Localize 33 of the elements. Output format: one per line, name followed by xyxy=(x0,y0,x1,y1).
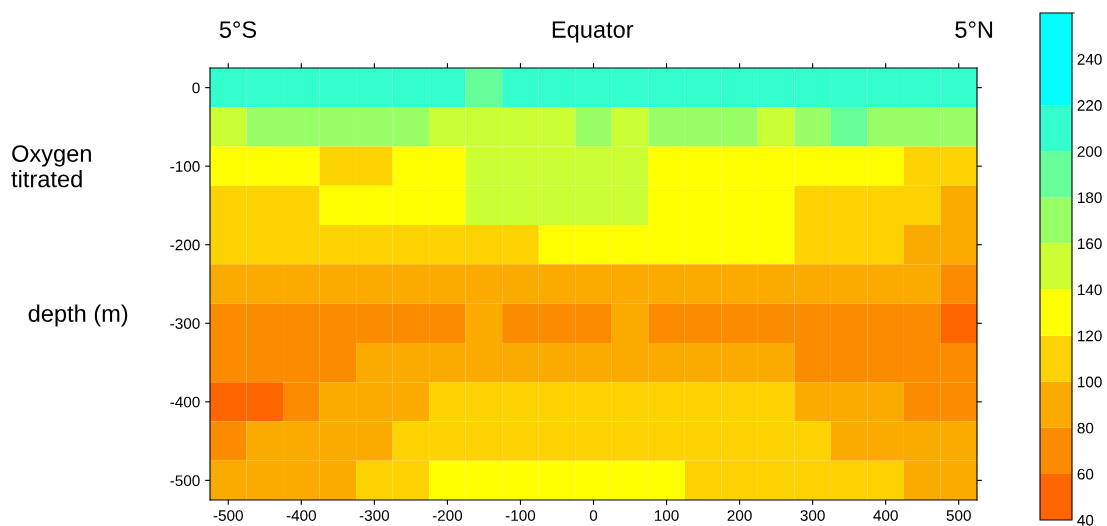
color-bar-label: 60 xyxy=(1077,468,1094,480)
x-tick-label: -300 xyxy=(359,510,390,521)
text: 5°N xyxy=(955,21,993,38)
color-bar-label: 160 xyxy=(1078,238,1102,250)
x-tick-label: 500 xyxy=(946,510,971,521)
y-tick-label: 0 xyxy=(192,82,200,94)
y-tick-label: -500 xyxy=(170,475,200,487)
text: Equator xyxy=(552,21,634,43)
color-bar-label: 40 xyxy=(1077,514,1094,526)
color-bar-label: 120 xyxy=(1078,330,1102,342)
x-tick-label: -100 xyxy=(505,510,536,521)
color-bar-label: 240 xyxy=(1077,53,1102,65)
x-tick-label: -400 xyxy=(286,510,316,521)
y-tick-label: -300 xyxy=(170,318,200,329)
color-bar-label: 180 xyxy=(1078,192,1102,204)
y-tick-label: -400 xyxy=(170,396,200,408)
text: 5°S xyxy=(219,21,257,38)
x-tick-label: 200 xyxy=(727,510,752,521)
color-bar-label: 80 xyxy=(1077,422,1094,434)
x-tick-label: -200 xyxy=(432,510,463,521)
color-bar-label: 200 xyxy=(1077,146,1102,157)
x-tick-label: 400 xyxy=(873,510,898,521)
y-tick-label: -100 xyxy=(170,161,200,172)
text: depth (m) xyxy=(28,304,128,327)
color-bar-label: 220 xyxy=(1077,100,1102,111)
y-tick-label: -200 xyxy=(170,239,200,251)
text: Oxygen titrated xyxy=(11,145,91,188)
color-bar-label: 140 xyxy=(1078,284,1102,296)
x-tick-label: 0 xyxy=(589,510,598,521)
x-tick-label: 300 xyxy=(800,510,825,521)
x-tick-label: 100 xyxy=(654,510,679,521)
x-tick-label: -500 xyxy=(213,510,243,521)
color-bar-label: 100 xyxy=(1078,376,1102,388)
